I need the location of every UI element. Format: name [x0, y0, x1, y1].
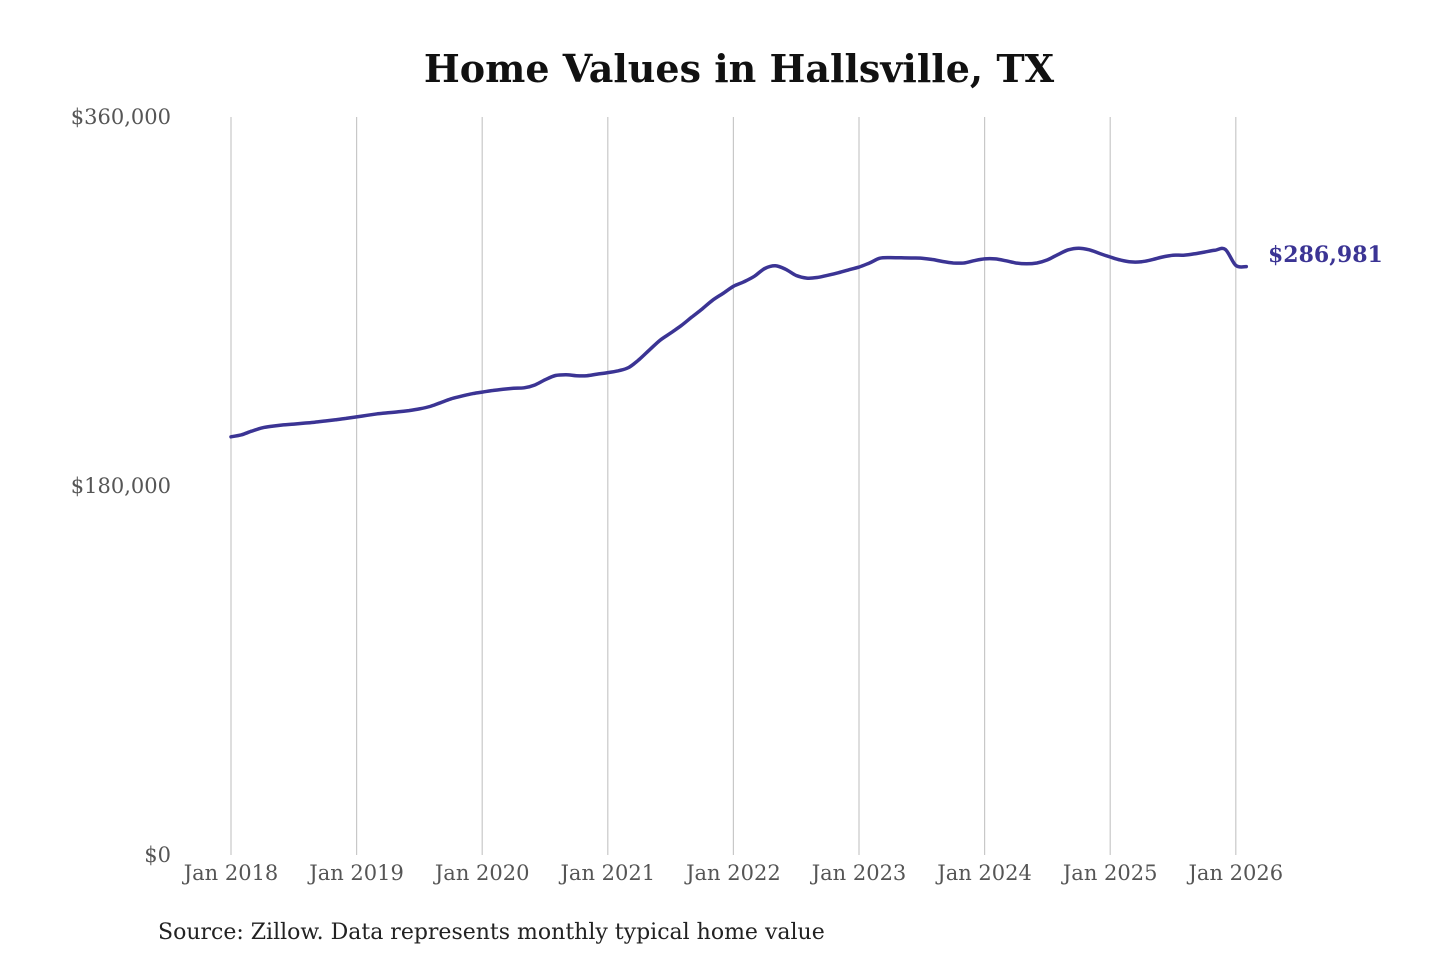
- x-tick-label: Jan 2018: [182, 861, 279, 885]
- series-line: [229, 246, 1249, 439]
- x-tick-label: Jan 2023: [810, 861, 907, 885]
- x-tick-label: Jan 2022: [684, 861, 781, 885]
- x-tick-label: Jan 2021: [559, 861, 656, 885]
- gridlines: [230, 117, 1237, 855]
- x-tick-label: Jan 2020: [433, 861, 530, 885]
- end-value-label: $286,981: [1268, 242, 1383, 268]
- x-tick-label: Jan 2024: [935, 861, 1032, 885]
- chart-title: Home Values in Hallsville, TX: [424, 46, 1055, 91]
- x-tick-label: Jan 2019: [307, 861, 404, 885]
- source-note: Source: Zillow. Data represents monthly …: [158, 920, 825, 945]
- x-tick-label: Jan 2025: [1061, 861, 1158, 885]
- x-axis: Jan 2018 Jan 2019 Jan 2020 Jan 2021 Jan 2022…: [182, 861, 1283, 885]
- x-tick-label: Jan 2026: [1187, 861, 1284, 885]
- y-tick-label: $360,000: [71, 105, 171, 129]
- y-tick-label: $0: [144, 843, 171, 867]
- y-axis: $0 $180,000 $360,000: [71, 105, 171, 867]
- y-tick-label: $180,000: [71, 474, 171, 498]
